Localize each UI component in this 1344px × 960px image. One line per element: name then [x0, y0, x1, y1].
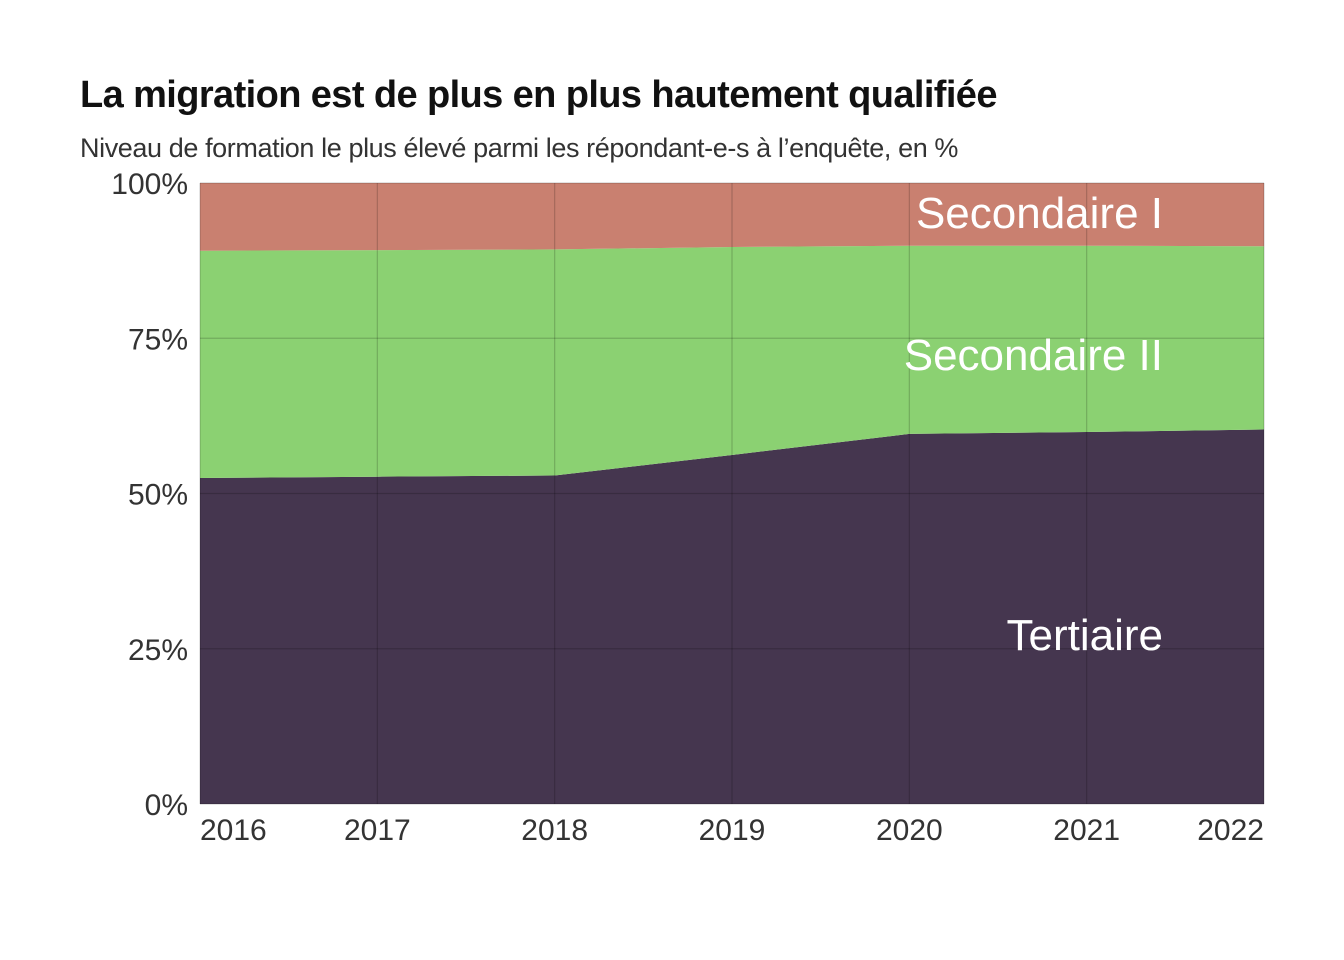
y-tick-label: 0%: [145, 789, 188, 822]
areas-layer: [200, 183, 1264, 804]
area-secondaire-i: [200, 183, 1264, 251]
x-tick-label: 2017: [344, 814, 411, 847]
x-tick-label: 2020: [876, 814, 943, 847]
x-tick-label: 2016: [200, 814, 267, 847]
area-secondaire-ii: [200, 245, 1264, 478]
y-tick-label: 75%: [128, 323, 188, 356]
x-tick-label: 2019: [699, 814, 766, 847]
area-labels: Tertiaire Secondaire II Secondaire I: [904, 189, 1163, 660]
x-tick-label: 2021: [1053, 814, 1120, 847]
area-label-tertiaire: Tertiaire: [1007, 611, 1164, 660]
area-tertiaire: [200, 429, 1264, 804]
chart-subtitle: Niveau de formation le plus élevé parmi …: [80, 133, 959, 163]
area-label-secondaire-i: Secondaire I: [916, 189, 1163, 238]
y-tick-label: 25%: [128, 634, 188, 667]
x-tick-label: 2018: [521, 814, 588, 847]
area-label-secondaire-ii: Secondaire II: [904, 331, 1163, 380]
y-axis: 0% 25% 50% 75% 100%: [111, 168, 188, 822]
y-tick-label: 100%: [111, 168, 188, 201]
y-tick-label: 50%: [128, 479, 188, 512]
x-tick-label: 2022: [1197, 814, 1264, 847]
chart-title: La migration est de plus en plus hauteme…: [80, 74, 997, 116]
grid-layer: [199, 182, 1265, 805]
x-axis: 2016 2017 2018 2019 2020 2021 2022: [200, 814, 1264, 847]
